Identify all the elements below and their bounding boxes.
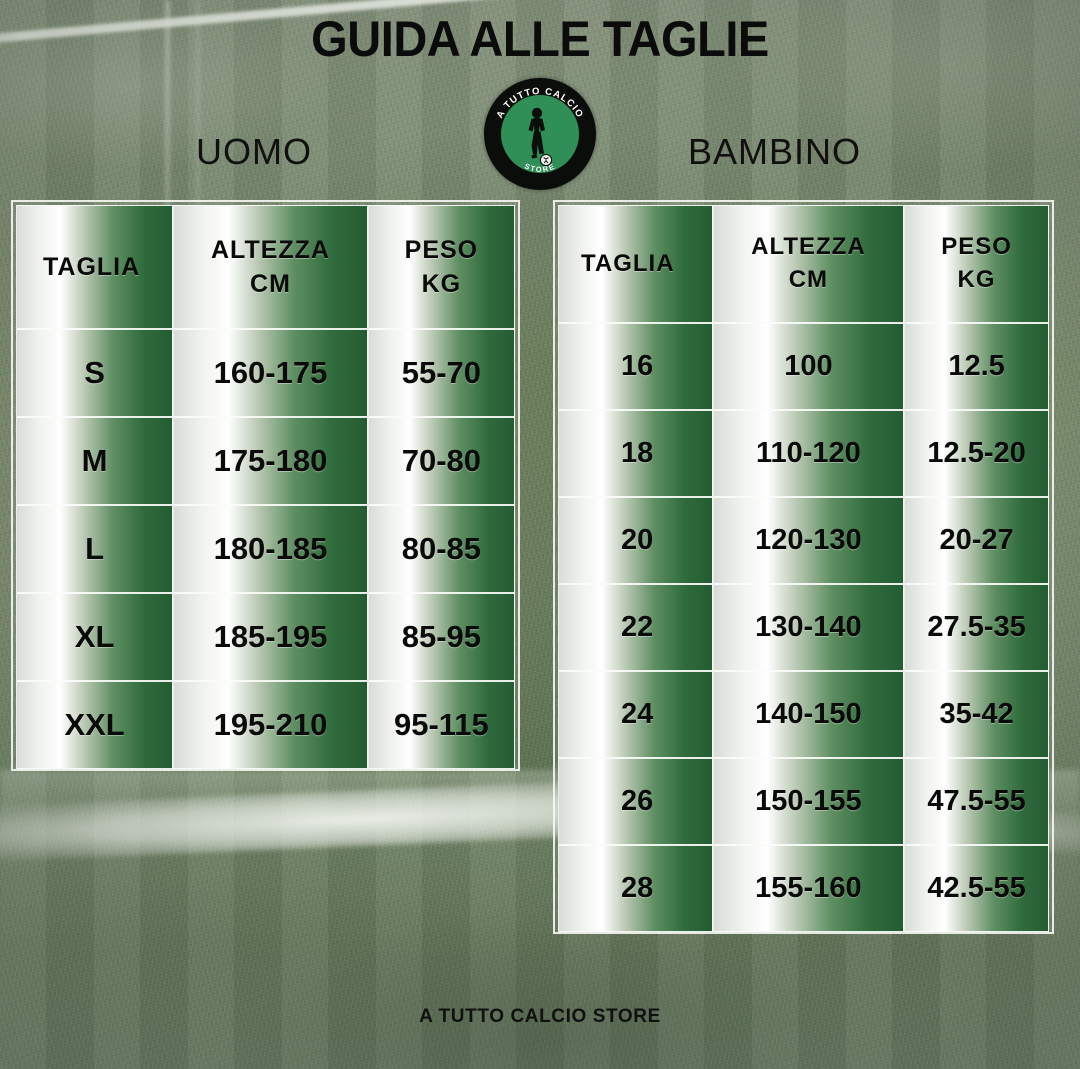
cell-peso: 70-80 xyxy=(367,417,515,505)
cell-taglia: 20 xyxy=(558,497,713,584)
cell-taglia: 24 xyxy=(558,671,713,758)
cell-peso: 27.5-35 xyxy=(904,584,1049,671)
cell-taglia: 26 xyxy=(558,758,713,845)
cell-altezza: 140-150 xyxy=(712,671,905,758)
column-header-peso-label: PESO xyxy=(404,236,479,264)
table-row: 28 155-160 42.5-55 xyxy=(558,845,1049,932)
cell-peso: 55-70 xyxy=(367,329,515,417)
cell-altezza: 180-185 xyxy=(173,505,368,593)
column-header-altezza-label: ALTEZZA xyxy=(751,233,866,261)
table-row: 24 140-150 35-42 xyxy=(558,671,1049,758)
footer-brand: A TUTTO CALCIO STORE xyxy=(419,1006,661,1027)
cell-peso: 47.5-55 xyxy=(904,758,1049,845)
table-body-uomo: S 160-175 55-70 M 175-180 70-80 L 180-185 80-85 X… xyxy=(16,329,515,769)
column-header-peso-unit: KG xyxy=(957,266,996,293)
cell-altezza: 185-195 xyxy=(173,593,368,681)
logo-arc-bottom-text: STORE xyxy=(523,161,557,174)
cell-taglia: L xyxy=(16,505,174,593)
table-row: XL 185-195 85-95 xyxy=(16,593,515,681)
footballer-silhouette-icon xyxy=(528,107,548,159)
size-table-bambino: TAGLIA ALTEZZA CM PESO KG 16 100 12.5 18 110… xyxy=(553,200,1054,934)
column-header-taglia: TAGLIA xyxy=(16,205,174,329)
cell-peso: 12.5-20 xyxy=(904,410,1049,497)
column-header-taglia: TAGLIA xyxy=(558,205,713,323)
cell-taglia: 16 xyxy=(558,323,713,410)
table-header-row: TAGLIA ALTEZZA CM PESO KG xyxy=(558,205,1049,323)
size-table-uomo: TAGLIA ALTEZZA CM PESO KG S 160-175 55-70 M… xyxy=(11,200,520,771)
cell-taglia: 18 xyxy=(558,410,713,497)
cell-peso: 80-85 xyxy=(367,505,515,593)
column-header-peso: PESO KG xyxy=(367,205,515,329)
column-header-altezza-unit: CM xyxy=(788,266,829,293)
cell-altezza: 195-210 xyxy=(173,681,368,769)
column-header-altezza-label: ALTEZZA xyxy=(210,236,330,264)
cell-altezza: 120-130 xyxy=(712,497,905,584)
cell-taglia: M xyxy=(16,417,174,505)
cell-peso: 95-115 xyxy=(367,681,515,769)
table-row: 26 150-155 47.5-55 xyxy=(558,758,1049,845)
column-header-peso-unit: KG xyxy=(421,270,462,298)
pitch-line-vertical-1 xyxy=(165,0,170,330)
table-row: M 175-180 70-80 xyxy=(16,417,515,505)
cell-taglia: 22 xyxy=(558,584,713,671)
section-label-bambino: BAMBINO xyxy=(688,131,862,172)
logo-artwork: A TUTTO CALCIO STORE xyxy=(494,86,584,174)
cell-taglia: XXL xyxy=(16,681,174,769)
cell-altezza: 110-120 xyxy=(712,410,905,497)
section-label-uomo: UOMO xyxy=(196,131,312,172)
cell-peso: 35-42 xyxy=(904,671,1049,758)
page-title: GUIDA ALLE TAGLIE xyxy=(311,11,769,67)
cell-altezza: 175-180 xyxy=(173,417,368,505)
table-row: L 180-185 80-85 xyxy=(16,505,515,593)
cell-taglia: 28 xyxy=(558,845,713,932)
cell-altezza: 100 xyxy=(712,323,905,410)
table-row: S 160-175 55-70 xyxy=(16,329,515,417)
cell-taglia: S xyxy=(16,329,174,417)
column-header-altezza: ALTEZZA CM xyxy=(712,205,905,323)
cell-taglia: XL xyxy=(16,593,174,681)
column-header-altezza: ALTEZZA CM xyxy=(173,205,368,329)
cell-altezza: 160-175 xyxy=(173,329,368,417)
table-row: 16 100 12.5 xyxy=(558,323,1049,410)
cell-altezza: 130-140 xyxy=(712,584,905,671)
table-row: 22 130-140 27.5-35 xyxy=(558,584,1049,671)
cell-peso: 20-27 xyxy=(904,497,1049,584)
table-header-row: TAGLIA ALTEZZA CM PESO KG xyxy=(16,205,515,329)
cell-altezza: 150-155 xyxy=(712,758,905,845)
cell-altezza: 155-160 xyxy=(712,845,905,932)
column-header-altezza-unit: CM xyxy=(250,270,291,298)
cell-peso: 85-95 xyxy=(367,593,515,681)
cell-peso: 42.5-55 xyxy=(904,845,1049,932)
cell-peso: 12.5 xyxy=(904,323,1049,410)
column-header-peso-label: PESO xyxy=(941,233,1012,261)
table-body-bambino: 16 100 12.5 18 110-120 12.5-20 20 120-130 20-27 2… xyxy=(558,323,1049,932)
column-header-peso: PESO KG xyxy=(904,205,1049,323)
table-row: 18 110-120 12.5-20 xyxy=(558,410,1049,497)
a-tutto-calcio-store-logo: A TUTTO CALCIO STORE xyxy=(484,78,596,190)
table-row: XXL 195-210 95-115 xyxy=(16,681,515,769)
table-row: 20 120-130 20-27 xyxy=(558,497,1049,584)
